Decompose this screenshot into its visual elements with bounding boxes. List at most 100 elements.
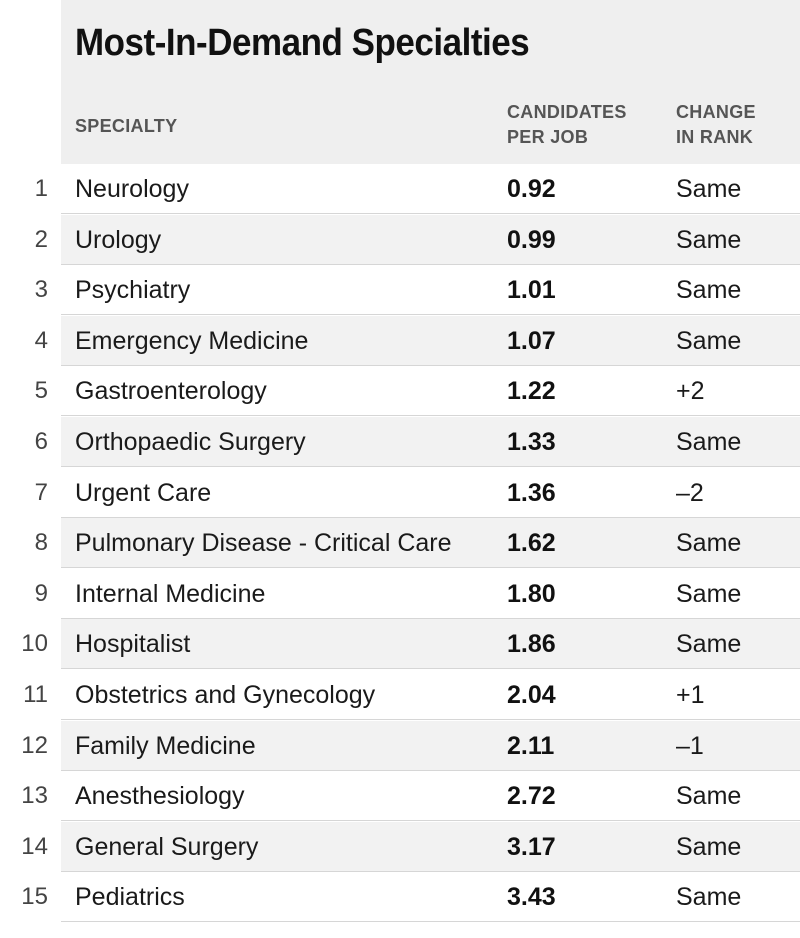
rank-cell: 3	[34, 276, 48, 304]
table-row: 12 Family Medicine 2.11 –1	[0, 720, 800, 771]
row-divider	[61, 668, 800, 670]
change-in-rank-cell: +2	[676, 377, 705, 406]
table-row: 2 Urology 0.99 Same	[0, 214, 800, 265]
table-row: 11 Obstetrics and Gynecology 2.04 +1	[0, 670, 800, 720]
column-header-specialty-label: SPECIALTY	[75, 116, 178, 136]
row-divider	[61, 516, 800, 518]
candidates-per-job-cell: 2.72	[507, 782, 556, 811]
table-row: 3 Psychiatry 1.01 Same	[0, 265, 800, 316]
specialty-cell: Internal Medicine	[75, 579, 266, 608]
candidates-per-job-cell: 1.86	[507, 630, 556, 659]
change-in-rank-cell: +1	[676, 681, 705, 709]
row-divider	[61, 617, 800, 619]
row-background	[61, 315, 800, 366]
change-in-rank-cell: Same	[676, 883, 742, 912]
change-in-rank-cell: Same	[676, 782, 742, 811]
row-background	[61, 417, 800, 467]
change-in-rank-cell: Same	[676, 175, 742, 203]
specialty-cell: Urology	[75, 225, 162, 254]
rank-cell: 9	[34, 579, 48, 607]
column-header-change-line2: IN RANK	[676, 127, 754, 147]
specialty-cell: Hospitalist	[75, 630, 191, 659]
candidates-per-job-cell: 1.36	[507, 478, 556, 507]
row-divider	[61, 769, 800, 771]
specialty-cell: Neurology	[75, 175, 189, 203]
change-in-rank-cell: Same	[676, 832, 742, 861]
column-header-candidates-line2: PER JOB	[507, 127, 589, 147]
candidates-per-job-cell: 1.01	[507, 276, 556, 305]
column-header-change-line1: CHANGE	[676, 102, 756, 122]
row-background	[61, 821, 800, 872]
candidates-per-job-cell: 1.07	[507, 326, 556, 355]
change-in-rank-cell: Same	[676, 276, 742, 305]
rank-cell: 8	[34, 529, 48, 557]
change-in-rank-cell: Same	[676, 579, 742, 608]
row-background	[61, 619, 800, 670]
table-title: Most-In-Demand Specialties	[75, 22, 530, 64]
row-divider	[61, 466, 800, 467]
row-divider	[61, 567, 800, 569]
table-row: 4 Emergency Medicine 1.07 Same	[0, 315, 800, 366]
table-row: 9 Internal Medicine 1.80 Same	[0, 569, 800, 619]
row-divider	[61, 263, 800, 265]
row-divider	[61, 719, 800, 720]
specialty-cell: Urgent Care	[75, 478, 212, 507]
row-divider	[61, 213, 800, 214]
candidates-per-job-cell: 2.04	[507, 681, 556, 709]
change-in-rank-cell: Same	[676, 529, 742, 558]
specialty-cell: Emergency Medicine	[75, 326, 309, 355]
column-header-change-in-rank: CHANGE IN RANK	[676, 100, 756, 150]
change-in-rank-cell: Same	[676, 630, 742, 659]
column-header-specialty: SPECIALTY	[75, 114, 177, 139]
row-divider	[61, 870, 800, 872]
change-in-rank-cell: Same	[676, 326, 742, 355]
specialty-cell: General Surgery	[75, 832, 259, 861]
row-divider	[61, 820, 800, 822]
rank-cell: 2	[34, 225, 48, 253]
specialty-cell: Obstetrics and Gynecology	[75, 681, 376, 709]
row-background	[61, 720, 800, 771]
rank-cell: 14	[21, 832, 48, 860]
rank-cell: 5	[34, 377, 48, 405]
rank-cell: 15	[21, 883, 48, 911]
candidates-per-job-cell: 2.11	[507, 731, 555, 760]
row-divider	[61, 364, 800, 366]
specialty-cell: Anesthesiology	[75, 782, 245, 811]
change-in-rank-cell: Same	[676, 428, 742, 456]
candidates-per-job-cell: 3.43	[507, 883, 556, 912]
specialty-cell: Orthopaedic Surgery	[75, 428, 306, 456]
change-in-rank-cell: –1	[676, 731, 704, 760]
row-background	[61, 518, 800, 569]
column-header-candidates-line1: CANDIDATES	[507, 102, 627, 122]
row-background	[61, 214, 800, 265]
candidates-per-job-cell: 0.92	[507, 175, 556, 203]
rank-cell: 7	[34, 478, 48, 506]
column-header-candidates-per-job: CANDIDATES PER JOB	[507, 100, 627, 150]
candidates-per-job-cell: 1.22	[507, 377, 556, 406]
table-row: 10 Hospitalist 1.86 Same	[0, 619, 800, 670]
specialty-cell: Gastroenterology	[75, 377, 267, 406]
rank-cell: 1	[34, 175, 48, 202]
table-header-background	[61, 0, 800, 164]
rank-cell: 6	[34, 428, 48, 455]
specialty-cell: Psychiatry	[75, 276, 191, 305]
candidates-per-job-cell: 1.33	[507, 428, 556, 456]
specialty-cell: Pediatrics	[75, 883, 185, 912]
table-row: 13 Anesthesiology 2.72 Same	[0, 771, 800, 822]
table-row: 1 Neurology 0.92 Same	[0, 164, 800, 214]
change-in-rank-cell: Same	[676, 225, 742, 254]
rank-cell: 11	[23, 681, 48, 708]
table-row: 14 General Surgery 3.17 Same	[0, 821, 800, 872]
row-divider	[61, 314, 800, 316]
table-row: 7 Urgent Care 1.36 –2	[0, 468, 800, 518]
candidates-per-job-cell: 1.80	[507, 579, 556, 608]
rank-cell: 4	[34, 326, 48, 354]
candidates-per-job-cell: 0.99	[507, 225, 556, 254]
candidates-per-job-cell: 3.17	[507, 832, 556, 861]
row-divider	[61, 415, 800, 417]
table-row: 6 Orthopaedic Surgery 1.33 Same	[0, 417, 800, 467]
rank-cell: 10	[21, 630, 48, 658]
change-in-rank-cell: –2	[676, 478, 704, 507]
candidates-per-job-cell: 1.62	[507, 529, 556, 558]
